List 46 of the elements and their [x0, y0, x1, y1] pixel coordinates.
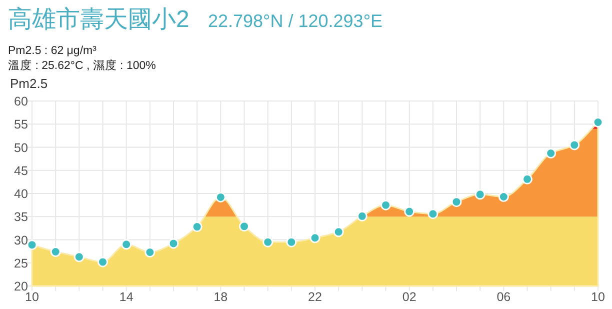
point	[592, 117, 604, 128]
y-tick-label: 30	[14, 233, 28, 248]
y-tick-label: 40	[14, 187, 28, 201]
point	[451, 196, 462, 208]
point	[121, 239, 132, 250]
text: Pm2.5 : 62 μg/m³	[8, 45, 97, 57]
point	[26, 240, 38, 250]
point	[333, 226, 344, 238]
point	[262, 236, 274, 248]
point	[74, 252, 84, 262]
point	[144, 246, 156, 258]
x-tick-label: 10	[591, 290, 605, 304]
x-tick-label: 22	[308, 290, 322, 304]
y-tick-label: 60	[14, 94, 28, 108]
y-axis-title: Pm2.5	[10, 76, 48, 91]
y-tick-label: 20	[14, 280, 28, 294]
point	[428, 208, 438, 220]
point	[356, 210, 368, 222]
point	[50, 246, 61, 258]
y-tick-label: 45	[14, 164, 28, 178]
point	[380, 200, 391, 210]
point	[239, 221, 250, 232]
y-tick-label: 25	[14, 256, 28, 270]
point	[498, 191, 509, 202]
point	[310, 232, 320, 244]
point	[168, 238, 179, 249]
point	[474, 189, 486, 200]
x-tick-label: 02	[402, 290, 416, 304]
point	[522, 174, 532, 184]
point	[286, 236, 297, 248]
y-tick-label: 50	[14, 140, 28, 155]
x-tick-label: 06	[496, 290, 511, 304]
point	[215, 192, 226, 202]
y-tick-label: 55	[14, 118, 28, 132]
point	[98, 256, 108, 268]
x-tick-label: 18	[214, 290, 228, 304]
point	[192, 222, 202, 232]
point	[546, 148, 556, 159]
x-tick-label: 14	[119, 290, 134, 304]
text: 溫度 : 25.62°C , 濕度 : 100%	[8, 58, 156, 72]
point	[569, 140, 580, 150]
point	[404, 206, 415, 217]
chart-subtitle: 22.798°N / 120.293°E	[208, 11, 383, 31]
y-tick-label: 35	[14, 210, 28, 224]
chart-title: 高雄市壽天國小2	[8, 6, 190, 33]
x-tick-label: 10	[25, 290, 39, 304]
